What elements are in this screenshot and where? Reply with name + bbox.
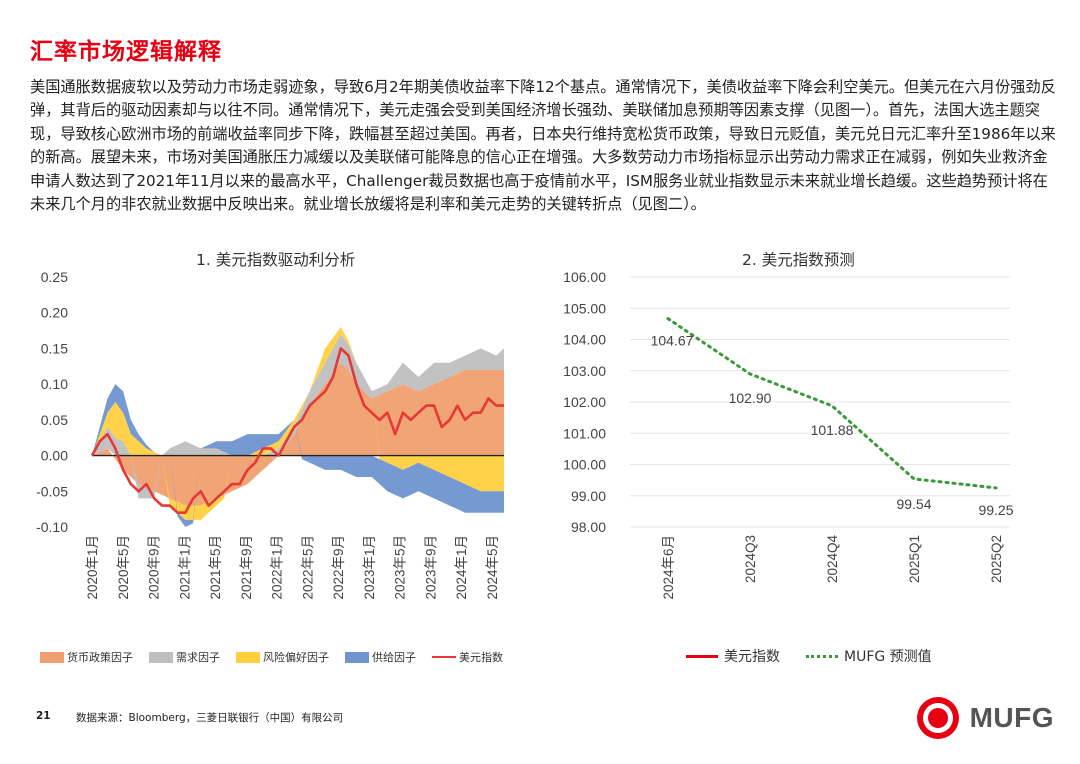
chart2-data-label: 104.67: [651, 333, 694, 349]
chart2-x-tick: 2024Q4: [825, 535, 840, 584]
legend-usd-label: 美元指数: [459, 651, 503, 664]
chart2-y-tick: 99.00: [571, 488, 606, 504]
chart1-x-tick: 2021年1月: [177, 535, 192, 600]
legend-demand-label: 需求因子: [176, 651, 220, 664]
chart1-x-tick: 2020年5月: [116, 535, 131, 600]
legend-demand-swatch: [149, 651, 173, 663]
mufg-logo-text: MUFG: [969, 702, 1054, 733]
chart2-title: 2. 美元指数预测: [742, 251, 855, 269]
chart2-y-tick: 101.00: [563, 425, 606, 441]
body-paragraph: 美国通胀数据疲软以及劳动力市场走弱迹象，导致6月2年期美债收益率下降12个基点。…: [30, 78, 1056, 214]
legend-risk-label: 风险偏好因子: [263, 651, 329, 664]
source-note: 数据来源：Bloomberg，三菱日联银行（中国）有限公司: [76, 712, 344, 724]
chart2-x-tick: 2025Q1: [907, 535, 922, 583]
chart2-y-tick: 102.00: [563, 394, 606, 410]
chart1-area-demand: [92, 334, 504, 499]
page-title: 汇率市场逻辑解释: [30, 39, 222, 65]
chart2-data-label: 99.54: [896, 496, 931, 512]
legend-risk: 风险偏好因子: [236, 649, 329, 665]
legend-forecast: MUFG 预测值: [806, 646, 932, 666]
chart2-y-tick: 100.00: [563, 457, 606, 473]
chart1-legend: 货币政策因子 需求因子 风险偏好因子 供给因子 美元指数: [40, 649, 519, 665]
chart1-x-tick: 2021年9月: [239, 535, 254, 600]
chart1-x-tick: 2023年5月: [393, 535, 408, 600]
chart1-area-supply: [92, 384, 504, 527]
chart1-y-tick: 0.00: [41, 448, 68, 464]
chart2-y-tick: 104.00: [563, 332, 606, 348]
legend-risk-swatch: [236, 651, 260, 663]
chart1-y-tick: 0.20: [41, 305, 68, 321]
legend-supply: 供给因子: [345, 649, 416, 665]
legend-usd-index-swatch: [686, 654, 718, 658]
legend-monetary: 货币政策因子: [40, 649, 133, 665]
legend-forecast-label: MUFG 预测值: [844, 649, 932, 665]
chart1-y-tick: 0.05: [41, 412, 68, 428]
chart1-y-tick: 0.25: [41, 269, 68, 285]
chart1-x-tick: 2024年1月: [454, 535, 469, 600]
chart2-y-tick: 105.00: [563, 300, 606, 316]
chart2-data-label: 102.90: [729, 390, 772, 406]
chart1-x-tick: 2022年1月: [270, 535, 285, 600]
page-number: 21: [36, 710, 51, 722]
chart2-y-tick: 98.00: [571, 519, 606, 535]
chart1-title: 1. 美元指数驱动利分析: [196, 251, 356, 269]
chart2-x-tick: 2024年6月: [661, 535, 676, 600]
chart1-x-tick: 2023年9月: [423, 535, 438, 600]
chart1-y-tick: -0.10: [36, 519, 68, 535]
chart2-y-tick: 106.00: [563, 269, 606, 285]
chart2-data-label: 101.88: [811, 422, 854, 438]
mufg-logo: MUFG: [914, 694, 1054, 742]
chart2-forecast-line: [666, 317, 998, 490]
chart1-x-tick: 2023年1月: [362, 535, 377, 600]
legend-monetary-label: 货币政策因子: [67, 651, 133, 664]
chart1-x-tick: 2020年9月: [147, 535, 162, 600]
chart1-plot: 0.25 0.20 0.15 0.10 0.05 0.00 -0.05 -0.10 2020年1…: [36, 269, 504, 600]
chart2-x-tick: 2024Q3: [743, 535, 758, 583]
chart2-x-tick: 2025Q2: [989, 535, 1004, 583]
legend-usd-index: 美元指数: [686, 646, 780, 666]
legend-supply-label: 供给因子: [372, 651, 416, 664]
chart1-y-tick: 0.10: [41, 376, 68, 392]
chart2-y-tick: 103.00: [563, 363, 606, 379]
mufg-logo-icon: [916, 697, 959, 739]
chart1-x-tick: 2021年5月: [208, 535, 223, 600]
legend-supply-swatch: [345, 651, 369, 663]
chart1-x-tick: 2022年9月: [331, 535, 346, 600]
legend-usd-swatch: [432, 656, 456, 658]
chart1-x-tick: 2024年5月: [485, 535, 500, 600]
chart1-area-monetary: [92, 362, 504, 506]
chart2-plot: 106.00 105.00 104.00 103.00 102.00 101.00 100.…: [563, 269, 1014, 600]
legend-demand: 需求因子: [149, 649, 220, 665]
chart1-x-tick: 2020年1月: [85, 535, 100, 600]
chart1-x-tick: 2022年5月: [300, 535, 315, 600]
legend-usd: 美元指数: [432, 649, 503, 665]
legend-usd-index-label: 美元指数: [724, 649, 780, 665]
chart2-legend: 美元指数 MUFG 预测值: [686, 646, 958, 666]
legend-forecast-swatch: [806, 654, 838, 658]
chart2-data-label: 99.25: [978, 502, 1013, 518]
chart1-y-tick: 0.15: [41, 340, 68, 356]
chart1-y-tick: -0.05: [36, 483, 68, 499]
legend-monetary-swatch: [40, 651, 64, 663]
chart1-usd-line: [90, 347, 504, 514]
